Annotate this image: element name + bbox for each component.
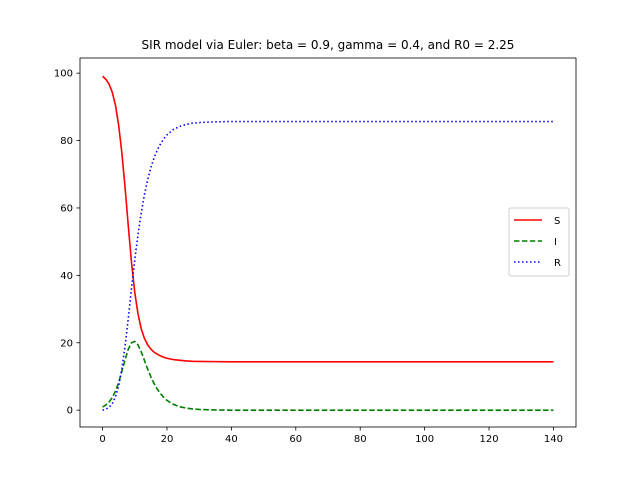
x-tick-label: 120 <box>479 434 498 445</box>
series-line-i <box>102 340 554 411</box>
y-tick-label: 100 <box>54 69 73 80</box>
plot-area <box>102 75 554 411</box>
x-tick-label: 60 <box>289 434 302 445</box>
x-tick-label: 100 <box>415 434 434 445</box>
x-tick-label: 0 <box>99 434 105 445</box>
y-tick-label: 60 <box>60 203 73 214</box>
x-tick-label: 140 <box>544 434 563 445</box>
x-tick-label: 80 <box>354 434 367 445</box>
chart-title: SIR model via Euler: beta = 0.9, gamma =… <box>142 38 515 52</box>
x-tick-label: 20 <box>161 434 174 445</box>
legend-label-i: I <box>554 237 557 248</box>
legend: SIR <box>508 207 570 277</box>
axes: 0 20 40 60 80 100 120 140 0 20 40 60 80 100 <box>54 57 577 445</box>
legend-label-r: R <box>554 258 561 269</box>
series-line-r <box>102 120 554 411</box>
series-line-s <box>102 75 554 363</box>
y-tick-label: 80 <box>60 136 73 147</box>
axes-frame <box>79 57 577 428</box>
y-tick-label: 20 <box>60 338 73 349</box>
y-tick-label: 0 <box>67 406 73 417</box>
legend-label-s: S <box>554 216 560 227</box>
legend-box <box>508 207 570 277</box>
x-tick-label: 40 <box>225 434 238 445</box>
y-tick-label: 40 <box>60 271 73 282</box>
